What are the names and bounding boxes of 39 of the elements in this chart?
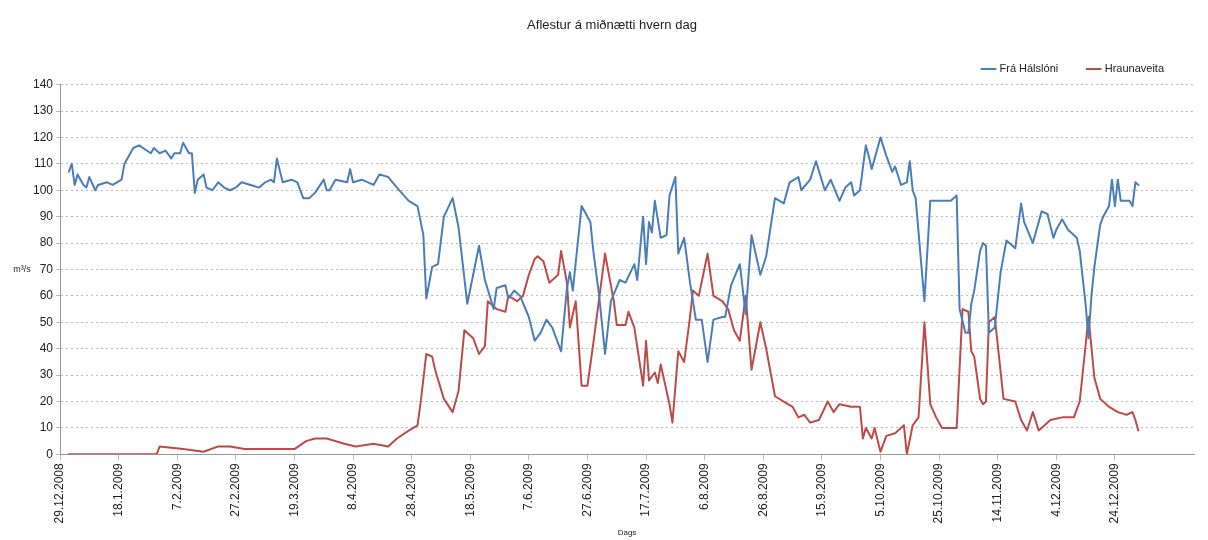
y-tick-label: 90 (39, 208, 54, 223)
y-tick-label: 80 (39, 235, 54, 250)
x-tick-label: 28.4.2009 (403, 463, 418, 517)
x-tick-label: 15.9.2009 (814, 463, 829, 517)
chart-title: Aflestur á miðnætti hvern dag (527, 17, 697, 33)
y-tick-label: 10 (39, 420, 54, 435)
x-tick-label: 8.4.2009 (345, 463, 360, 511)
y-tick-label: 40 (39, 341, 54, 356)
x-tick-label: 26.8.2009 (755, 463, 770, 517)
x-tick-label: 18.1.2009 (110, 463, 125, 517)
x-tick-label: 14.11.2009 (989, 463, 1004, 523)
y-tick-label: 100 (32, 182, 54, 197)
x-axis-title: Dags (617, 528, 637, 538)
x-tick-label: 29.12.2008 (52, 463, 67, 524)
y-tick-label: 110 (33, 156, 54, 171)
x-tick-label: 18.5.2009 (462, 463, 477, 517)
y-tick-label: 0 (46, 446, 54, 461)
x-tick-label: 25.10.2009 (931, 463, 946, 524)
y-tick-label: 20 (39, 393, 54, 408)
legend-label: Hraunaveita (1104, 62, 1165, 75)
x-tick-label: 27.2.2009 (228, 463, 243, 517)
x-tick-label: 4.12.2009 (1048, 463, 1063, 517)
y-tick-label: 50 (39, 314, 54, 329)
y-tick-label: 130 (32, 103, 54, 118)
y-tick-label: 30 (39, 367, 54, 382)
y-tick-label: 70 (39, 261, 54, 276)
x-tick-label: 24.12.2009 (1107, 463, 1122, 524)
y-tick-label: 60 (39, 288, 54, 303)
y-tick-label: 140 (32, 76, 54, 91)
x-tick-label: 6.8.2009 (696, 463, 711, 511)
x-tick-label: 5.10.2009 (872, 463, 887, 517)
y-tick-label: 120 (32, 129, 54, 144)
x-tick-label: 7.6.2009 (521, 463, 536, 511)
legend-label: Frá Hálslóni (999, 62, 1059, 75)
x-tick-label: 27.6.2009 (579, 463, 594, 517)
x-tick-label: 7.2.2009 (169, 463, 184, 511)
y-axis-title: m³/s (13, 263, 32, 274)
x-tick-label: 19.3.2009 (286, 463, 301, 517)
x-tick-label: 17.7.2009 (638, 463, 653, 517)
